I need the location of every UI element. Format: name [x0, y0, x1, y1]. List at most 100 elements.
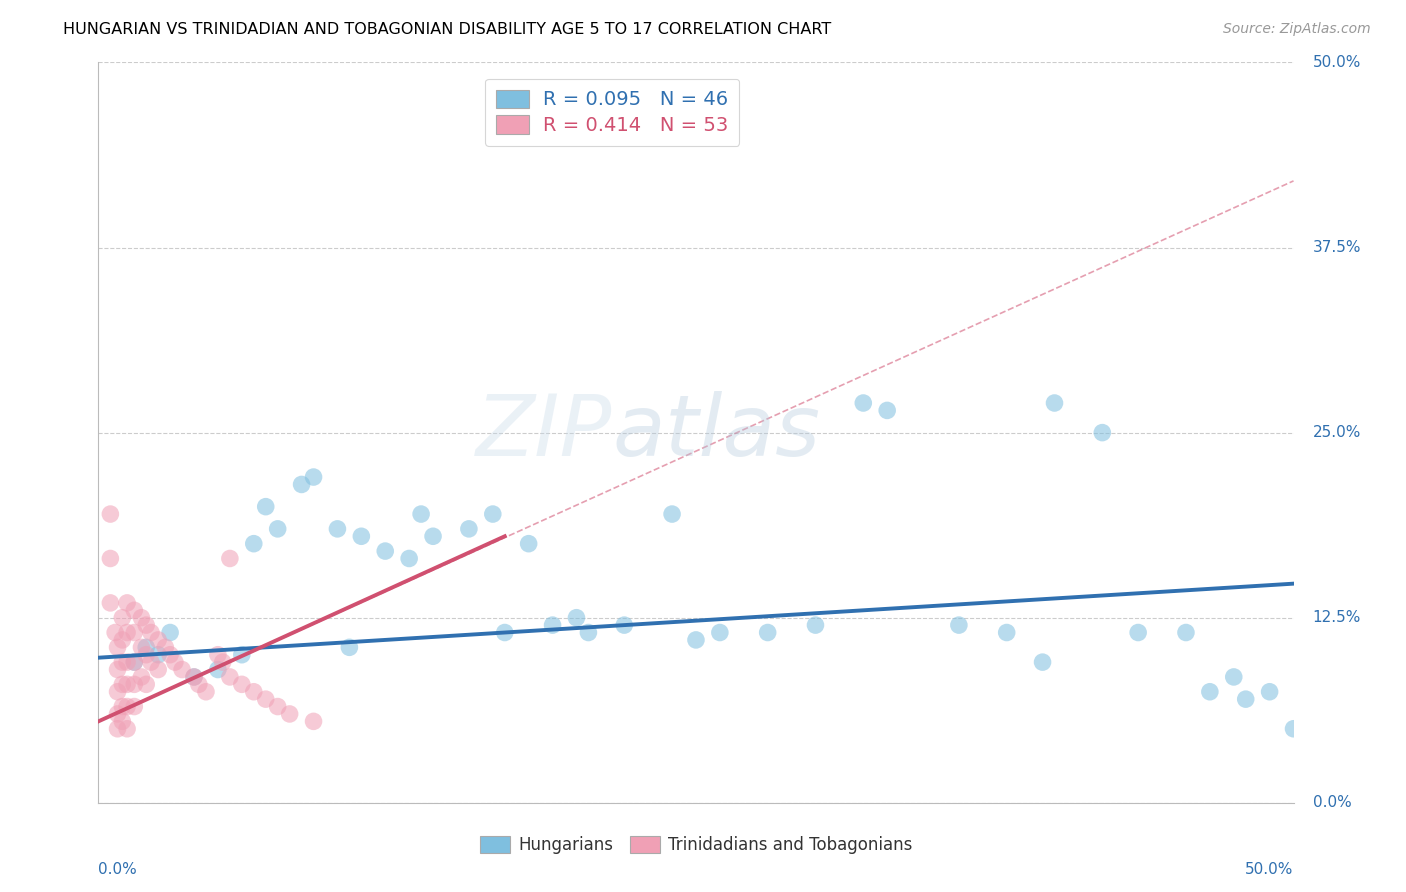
Point: [111, 610, 134, 624]
Point: [1199, 685, 1222, 699]
Point: [243, 536, 266, 550]
Point: [1128, 625, 1150, 640]
Point: [155, 640, 177, 655]
Point: [115, 722, 138, 736]
Point: [115, 596, 138, 610]
Point: [135, 640, 157, 655]
Point: [124, 655, 146, 669]
Point: [494, 625, 516, 640]
Point: [254, 500, 277, 514]
Text: 12.5%: 12.5%: [1313, 610, 1361, 625]
Text: ZIP: ZIP: [477, 391, 613, 475]
Point: [187, 677, 209, 691]
Point: [948, 618, 970, 632]
Point: [131, 610, 153, 624]
Point: [124, 603, 146, 617]
Point: [124, 677, 146, 691]
Point: [267, 522, 290, 536]
Point: [458, 522, 481, 536]
Point: [302, 714, 325, 729]
Point: [219, 670, 242, 684]
Point: [422, 529, 444, 543]
Point: [995, 625, 1018, 640]
Point: [111, 655, 134, 669]
Point: [254, 692, 277, 706]
Point: [111, 677, 134, 691]
Point: [98, 596, 122, 610]
Point: [135, 648, 157, 662]
Text: 0.0%: 0.0%: [98, 862, 138, 877]
Point: [326, 522, 349, 536]
Point: [1032, 655, 1054, 669]
Point: [195, 685, 218, 699]
Point: [1234, 692, 1257, 706]
Point: [517, 536, 540, 550]
Point: [541, 618, 564, 632]
Point: [139, 625, 162, 640]
Text: 50.0%: 50.0%: [1246, 862, 1294, 877]
Point: [115, 677, 138, 691]
Point: [115, 625, 138, 640]
Point: [302, 470, 325, 484]
Point: [804, 618, 827, 632]
Text: atlas: atlas: [613, 391, 820, 475]
Text: 50.0%: 50.0%: [1313, 55, 1361, 70]
Point: [183, 670, 205, 684]
Point: [107, 640, 129, 655]
Point: [111, 699, 134, 714]
Point: [183, 670, 205, 684]
Point: [124, 655, 146, 669]
Text: 37.5%: 37.5%: [1313, 240, 1361, 255]
Text: Source: ZipAtlas.com: Source: ZipAtlas.com: [1223, 22, 1371, 37]
Point: [135, 618, 157, 632]
Point: [231, 677, 253, 691]
Point: [398, 551, 420, 566]
Point: [148, 632, 170, 647]
Point: [219, 551, 242, 566]
Point: [98, 551, 122, 566]
Point: [107, 685, 129, 699]
Point: [107, 706, 129, 721]
Point: [98, 507, 122, 521]
Point: [661, 507, 683, 521]
Point: [1043, 396, 1066, 410]
Point: [148, 663, 170, 677]
Point: [172, 663, 194, 677]
Point: [207, 663, 229, 677]
Point: [111, 632, 134, 647]
Point: [163, 655, 186, 669]
Point: [565, 610, 588, 624]
Point: [278, 706, 301, 721]
Point: [852, 396, 875, 410]
Point: [115, 699, 138, 714]
Point: [876, 403, 898, 417]
Point: [267, 699, 290, 714]
Point: [124, 699, 146, 714]
Legend: Hungarians, Trinidadians and Tobagonians: Hungarians, Trinidadians and Tobagonians: [472, 830, 920, 861]
Text: HUNGARIAN VS TRINIDADIAN AND TOBAGONIAN DISABILITY AGE 5 TO 17 CORRELATION CHART: HUNGARIAN VS TRINIDADIAN AND TOBAGONIAN …: [63, 22, 831, 37]
Point: [374, 544, 396, 558]
Point: [350, 529, 373, 543]
Point: [124, 625, 146, 640]
Point: [131, 670, 153, 684]
Point: [107, 663, 129, 677]
Point: [1223, 670, 1246, 684]
Point: [1175, 625, 1198, 640]
Point: [411, 507, 433, 521]
Point: [1091, 425, 1114, 440]
Point: [115, 655, 138, 669]
Point: [578, 625, 600, 640]
Point: [148, 648, 170, 662]
Point: [1258, 685, 1281, 699]
Point: [243, 685, 266, 699]
Text: 0.0%: 0.0%: [1313, 796, 1351, 810]
Point: [159, 625, 181, 640]
Point: [1282, 722, 1305, 736]
Point: [131, 640, 153, 655]
Point: [211, 655, 233, 669]
Point: [339, 640, 361, 655]
Point: [139, 655, 162, 669]
Point: [107, 722, 129, 736]
Point: [481, 507, 505, 521]
Point: [135, 677, 157, 691]
